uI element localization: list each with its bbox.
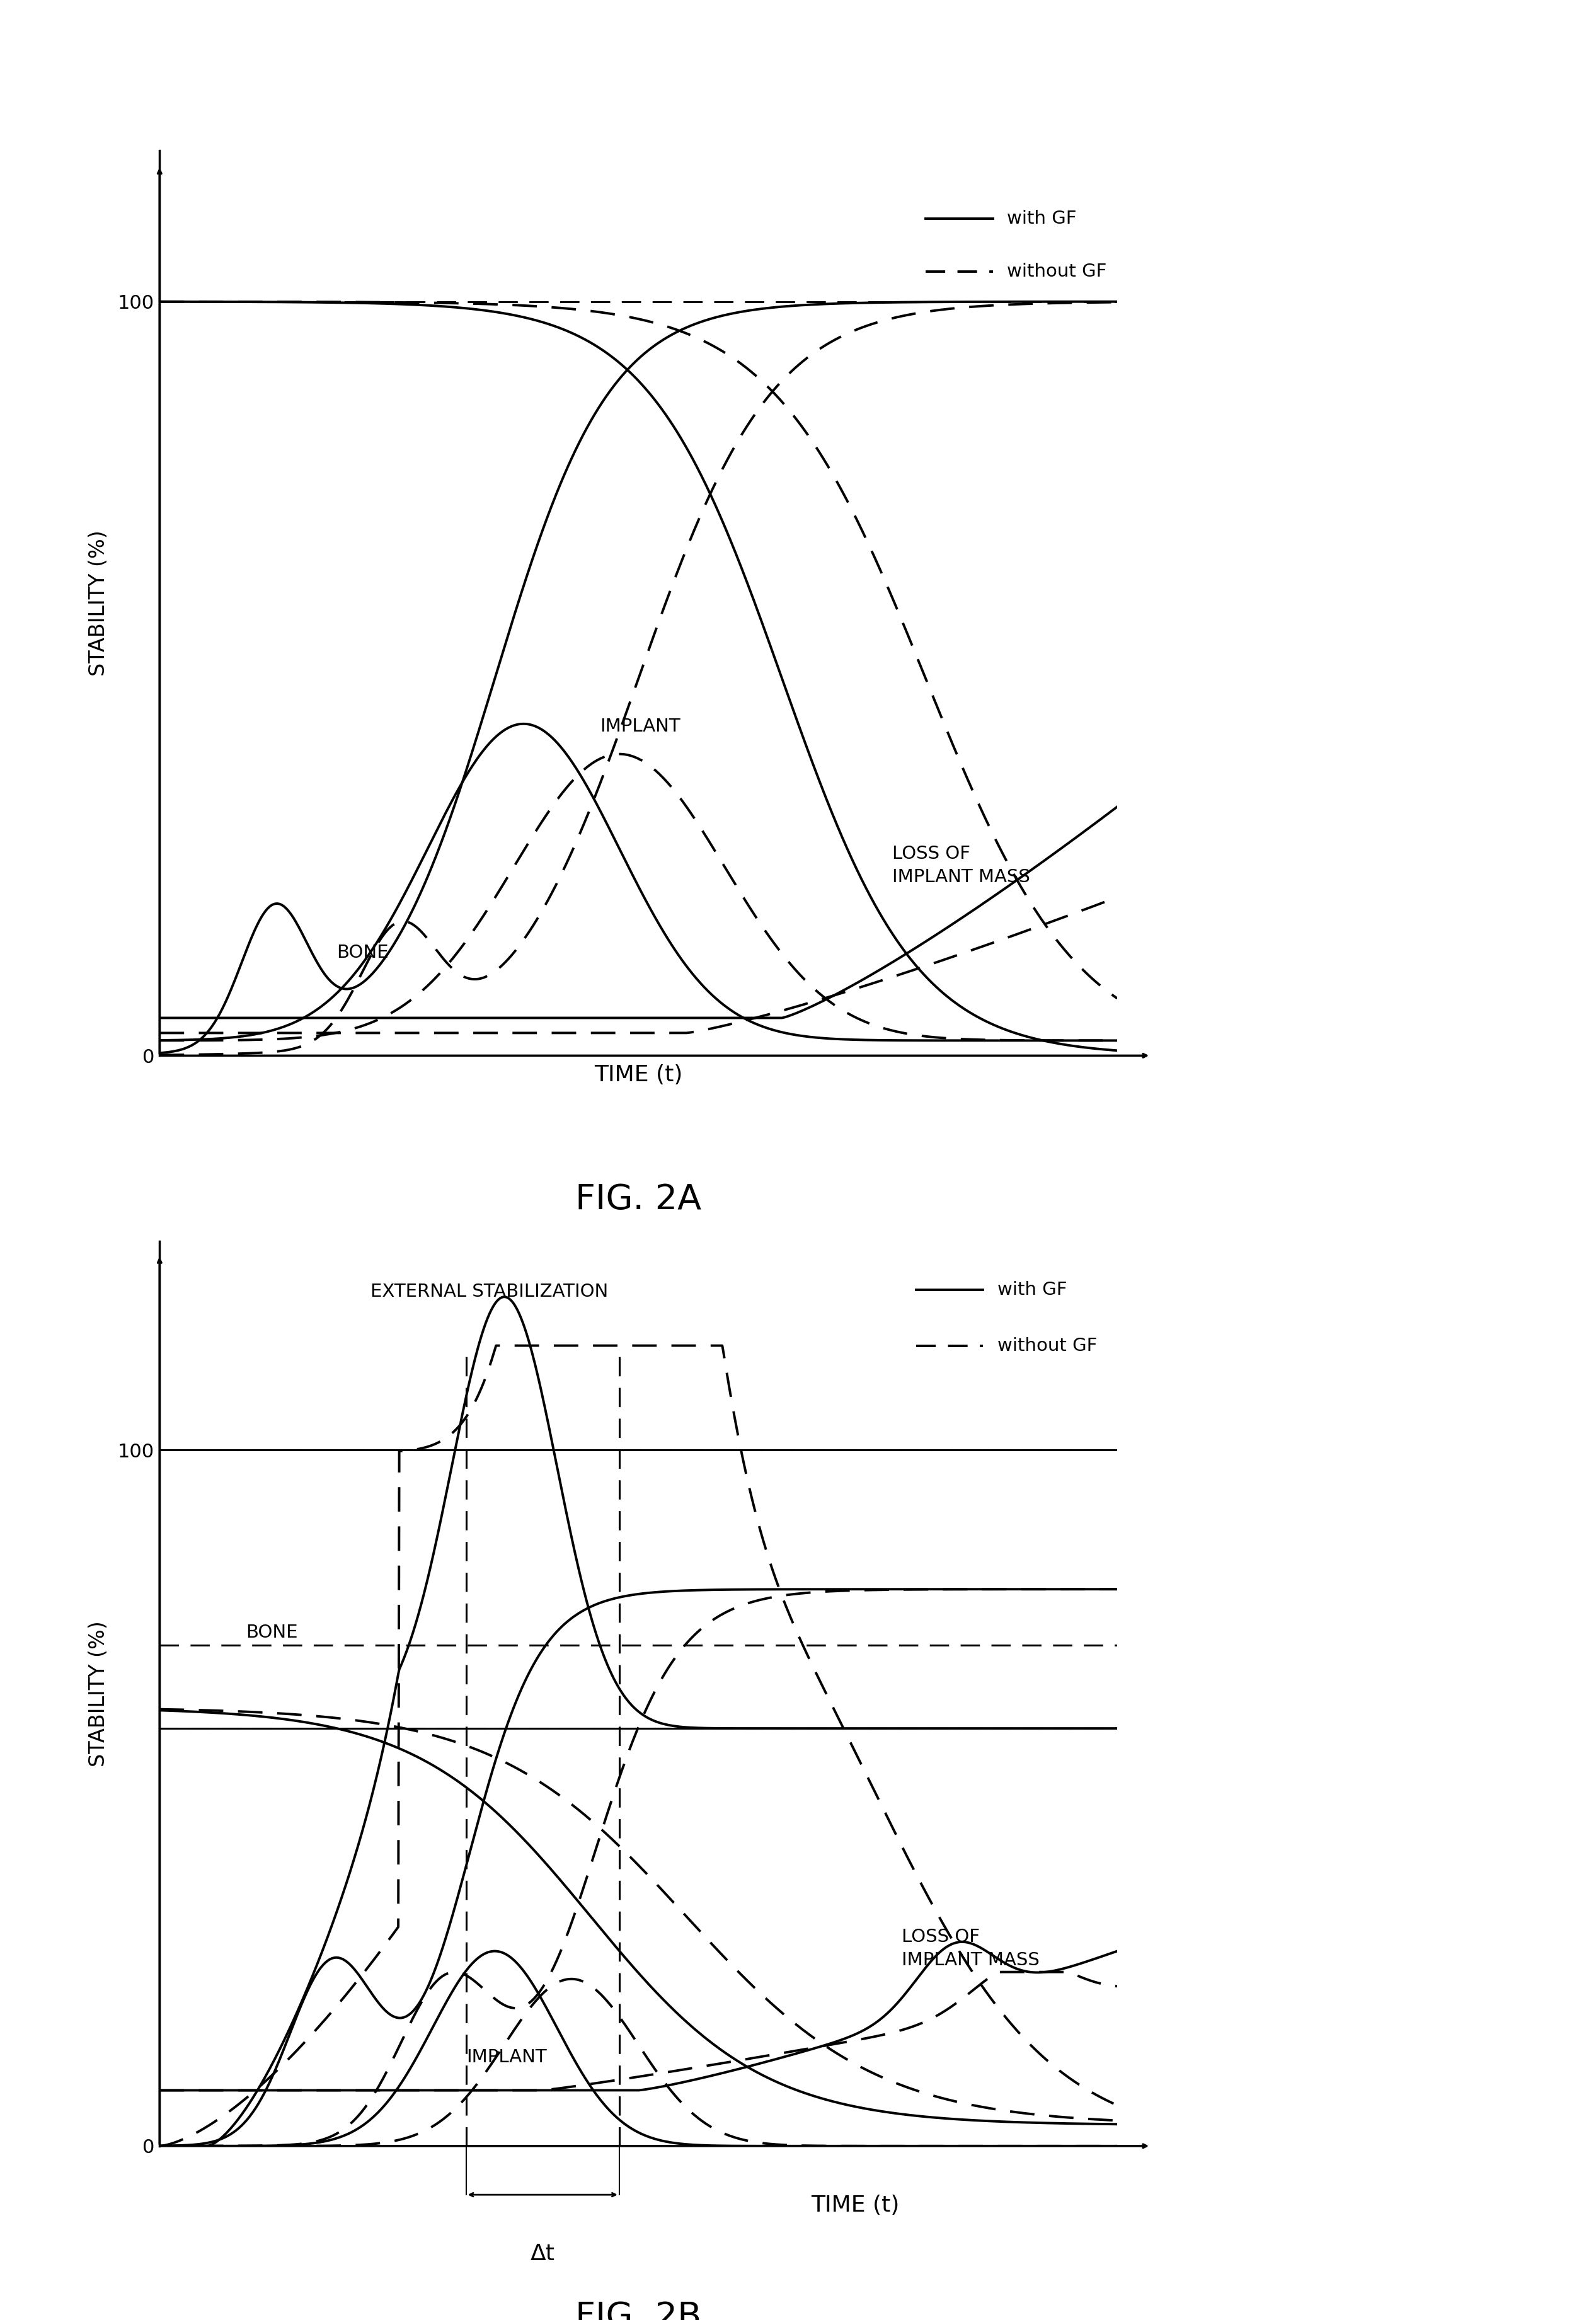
- Text: FIG. 2B: FIG. 2B: [575, 2301, 702, 2320]
- Text: without GF: without GF: [1007, 262, 1108, 281]
- Text: TIME (t): TIME (t): [811, 2195, 899, 2216]
- X-axis label: TIME (t): TIME (t): [594, 1065, 683, 1086]
- Y-axis label: STABILITY (%): STABILITY (%): [88, 531, 109, 675]
- Text: FIG. 2A: FIG. 2A: [575, 1183, 702, 1218]
- Text: Δt: Δt: [530, 2243, 555, 2264]
- Y-axis label: STABILITY (%): STABILITY (%): [88, 1622, 109, 1766]
- Text: without GF: without GF: [998, 1336, 1098, 1355]
- Text: IMPLANT: IMPLANT: [466, 2049, 546, 2067]
- Text: BONE: BONE: [337, 944, 389, 960]
- Text: LOSS OF
IMPLANT MASS: LOSS OF IMPLANT MASS: [892, 844, 1029, 886]
- Text: BONE: BONE: [246, 1624, 298, 1643]
- Text: with GF: with GF: [998, 1281, 1068, 1299]
- Text: with GF: with GF: [1007, 209, 1077, 227]
- Text: LOSS OF
IMPLANT MASS: LOSS OF IMPLANT MASS: [902, 1928, 1039, 1970]
- Text: EXTERNAL STABILIZATION: EXTERNAL STABILIZATION: [370, 1283, 608, 1302]
- Text: IMPLANT: IMPLANT: [600, 717, 680, 735]
